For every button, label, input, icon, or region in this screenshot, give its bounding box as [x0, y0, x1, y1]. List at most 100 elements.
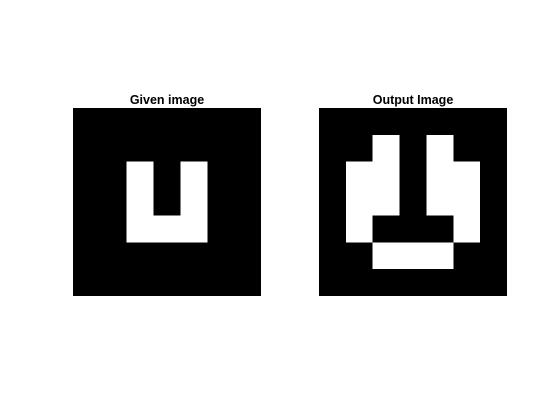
pixel-cell	[480, 215, 507, 243]
pixel-cell	[153, 188, 181, 216]
pixel-cell	[180, 269, 208, 296]
panel-output-image: Output Image	[319, 92, 507, 296]
pixel-cell	[372, 242, 400, 270]
pixel-cell	[207, 269, 235, 296]
pixel-cell	[153, 242, 181, 270]
pixel-cell	[399, 188, 427, 216]
pixel-cell	[180, 242, 208, 270]
pixel-cell	[345, 188, 373, 216]
pixel-cell	[126, 188, 154, 216]
panel-title-output: Output Image	[372, 93, 454, 107]
pixel-cell	[73, 242, 100, 270]
pixel-cell	[399, 134, 427, 162]
pixel-cell	[426, 269, 454, 296]
pixel-cell	[319, 161, 346, 189]
pixel-cell	[73, 269, 100, 296]
pixel-cell	[207, 134, 235, 162]
pixel-cell	[153, 134, 181, 162]
pixel-cell	[453, 215, 481, 243]
pixel-cell	[234, 134, 261, 162]
pixel-cell	[73, 161, 100, 189]
pixel-cell	[399, 215, 427, 243]
pixel-cell	[126, 242, 154, 270]
pixel-cell	[234, 108, 261, 135]
pixel-cell	[99, 161, 127, 189]
pixel-cell	[399, 161, 427, 189]
pixel-cell	[126, 161, 154, 189]
pixel-cell	[372, 188, 400, 216]
pixel-cell	[345, 242, 373, 270]
pixel-cell	[480, 134, 507, 162]
pixel-cell	[426, 161, 454, 189]
pixel-cell	[99, 215, 127, 243]
pixel-cell	[319, 242, 346, 270]
pixel-cell	[426, 242, 454, 270]
pixel-cell	[153, 108, 181, 135]
panel-title-given: Given image	[129, 93, 205, 107]
pixel-cell	[234, 161, 261, 189]
pixel-cell	[372, 161, 400, 189]
pixel-cell	[319, 108, 346, 135]
pixel-cell	[153, 161, 181, 189]
pixel-cell	[180, 161, 208, 189]
pixel-cell	[372, 134, 400, 162]
pixel-cell	[480, 269, 507, 296]
pixel-cell	[480, 242, 507, 270]
pixel-cell	[180, 188, 208, 216]
pixel-cell	[319, 269, 346, 296]
given-image-grid	[73, 108, 261, 296]
pixel-cell	[426, 108, 454, 135]
pixel-cell	[73, 215, 100, 243]
pixel-cell	[372, 269, 400, 296]
pixel-cell	[207, 215, 235, 243]
pixel-cell	[126, 215, 154, 243]
pixel-cell	[99, 108, 127, 135]
pixel-cell	[453, 134, 481, 162]
pixel-cell	[319, 215, 346, 243]
pixel-cell	[207, 188, 235, 216]
pixel-cell	[234, 215, 261, 243]
pixel-cell	[345, 134, 373, 162]
pixel-cell	[453, 108, 481, 135]
pixel-cell	[372, 108, 400, 135]
pixel-cell	[153, 215, 181, 243]
pixel-cell	[345, 161, 373, 189]
pixel-cell	[426, 134, 454, 162]
pixel-cell	[99, 242, 127, 270]
pixel-cell	[180, 108, 208, 135]
pixel-cell	[207, 242, 235, 270]
pixel-cell	[399, 108, 427, 135]
pixel-cell	[426, 188, 454, 216]
pixel-cell	[399, 269, 427, 296]
pixel-cell	[73, 134, 100, 162]
pixel-cell	[426, 215, 454, 243]
pixel-cell	[319, 134, 346, 162]
pixel-cell	[126, 134, 154, 162]
pixel-cell	[234, 188, 261, 216]
pixel-cell	[73, 108, 100, 135]
pixel-cell	[99, 134, 127, 162]
pixel-cell	[480, 188, 507, 216]
pixel-cell	[180, 134, 208, 162]
pixel-cell	[399, 242, 427, 270]
pixel-cell	[99, 269, 127, 296]
pixel-cell	[180, 215, 208, 243]
output-image-grid	[319, 108, 507, 296]
pixel-cell	[319, 188, 346, 216]
pixel-cell	[372, 215, 400, 243]
pixel-cell	[453, 269, 481, 296]
pixel-cell	[345, 108, 373, 135]
pixel-cell	[453, 242, 481, 270]
pixel-cell	[345, 269, 373, 296]
pixel-cell	[99, 188, 127, 216]
pixel-cell	[480, 108, 507, 135]
pixel-cell	[207, 161, 235, 189]
pixel-cell	[126, 269, 154, 296]
pixel-cell	[234, 242, 261, 270]
pixel-cell	[126, 108, 154, 135]
pixel-cell	[153, 269, 181, 296]
pixel-cell	[73, 188, 100, 216]
pixel-cell	[234, 269, 261, 296]
panel-given-image: Given image	[73, 92, 261, 296]
